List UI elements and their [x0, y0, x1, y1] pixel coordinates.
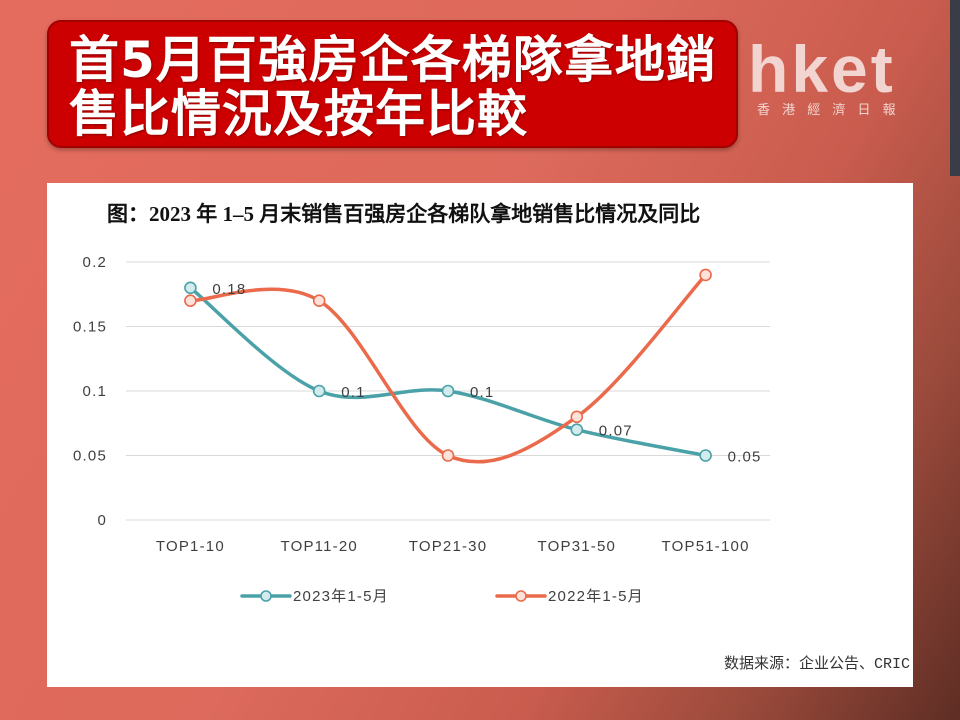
series-group	[184, 268, 712, 464]
data-point	[312, 294, 326, 307]
data-point	[312, 384, 326, 398]
source-org: CRIC	[873, 656, 910, 673]
legend-item: 2022年1-5月	[495, 588, 644, 605]
data-point	[699, 268, 712, 282]
x-tick-label: TOP51-100	[662, 538, 750, 555]
x-tick-label: TOP11-20	[280, 538, 357, 555]
line-chart: 00.050.10.150.2 TOP1-10 TOP11-20 TOP21-30 T…	[73, 254, 770, 605]
chart-panel: 图：2023 年 1–5 月末销售百强房企各梯队拿地销售比情况及同比 0 0.05…	[47, 183, 913, 687]
edge-accent-bar	[950, 0, 960, 176]
hket-logo-subtitle: 香 港 經 濟 日 報	[757, 103, 900, 118]
data-label: 0.1	[341, 384, 365, 401]
data-label: 0.05	[728, 449, 762, 466]
data-point	[441, 449, 455, 462]
y-tick-label: 0.2	[83, 254, 107, 271]
y-tick-label: 0	[97, 512, 107, 529]
source-note: 数据来源：企业公告、CRIC	[724, 653, 910, 675]
legend-swatch-marker	[260, 590, 272, 602]
headline-line-1: 首5月百強房企各梯隊拿地銷	[69, 31, 717, 89]
series-0	[184, 281, 712, 462]
y-tick-label: 0.15	[73, 319, 107, 336]
headline-banner: 首5月百強房企各梯隊拿地銷 售比情況及按年比較	[47, 20, 738, 148]
y-axis-labels: 0 0.05 0.1 0.15 0.2	[73, 254, 107, 529]
data-label: 0.07	[599, 423, 633, 440]
headline-line-2: 售比情況及按年比較	[69, 85, 528, 143]
data-label: 0.1	[470, 384, 494, 401]
data-point	[441, 384, 455, 398]
data-point	[570, 410, 584, 424]
x-tick-label: TOP1-10	[156, 538, 225, 555]
x-tick-label: TOP21-30	[409, 538, 488, 555]
data-point	[699, 449, 712, 462]
legend-label: 2023年1-5月	[293, 588, 389, 605]
data-labels: 0.18 0.1 0.1 0.07 0.05	[212, 281, 762, 466]
series-1	[184, 268, 712, 464]
y-tick-label: 0.1	[83, 383, 107, 400]
legend-swatch-marker	[515, 590, 527, 602]
chart-title: 图：2023 年 1–5 月末销售百强房企各梯队拿地销售比情况及同比	[107, 202, 701, 226]
x-tick-label: TOP31-50	[538, 538, 617, 555]
y-tick-label: 0.05	[73, 448, 107, 465]
legend-label: 2022年1-5月	[548, 588, 644, 605]
hket-logo-wordmark: hket	[748, 32, 896, 106]
legend-item: 2023年1-5月	[240, 588, 389, 605]
data-label: 0.18	[212, 281, 246, 298]
x-axis-labels: TOP1-10 TOP11-20 TOP21-30 TOP31-50 TOP51-100	[156, 538, 750, 555]
data-point	[184, 294, 197, 307]
data-point	[570, 423, 584, 436]
source-label: 数据来源：企业公告、	[723, 654, 874, 672]
legend: 2023年1-5月 2022年1-5月	[240, 588, 644, 605]
data-point	[184, 281, 197, 295]
